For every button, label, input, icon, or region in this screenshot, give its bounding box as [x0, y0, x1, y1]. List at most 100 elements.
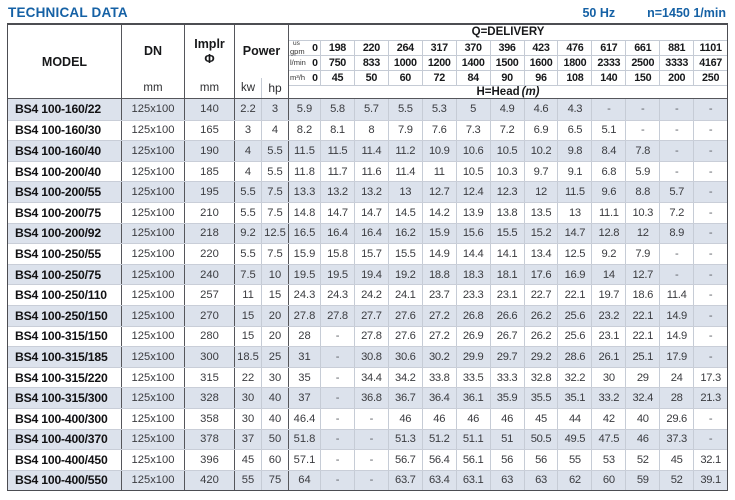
kw-cell: 5.5: [240, 206, 256, 219]
head-value-cell: 27.2: [421, 326, 456, 347]
head-value-cell: 16.9: [557, 264, 591, 285]
head-value-cell: 19.7: [591, 285, 625, 305]
head-value-cell: 5: [455, 99, 490, 120]
head-value-cell: 10.9: [421, 141, 456, 161]
head-value-cell: 11.2: [387, 141, 422, 161]
head-value-cell: -: [659, 141, 693, 161]
head-value-cell: 23.3: [455, 285, 490, 305]
model-cell: BS4 100-315/300: [8, 388, 122, 408]
head-value-cell: 27.2: [421, 305, 456, 326]
head-value-cell: -: [659, 120, 693, 141]
head-value-cell: 7.3: [455, 120, 490, 141]
table-row: BS4 100-200/55 125x100 195 5.5 7.5 13.3 13.2 13…: [8, 181, 727, 202]
head-value-cell: -: [693, 285, 727, 305]
impeller-cell: 300: [185, 347, 235, 367]
model-cell: BS4 100-400/370: [8, 429, 122, 450]
head-value-cell: 33.8: [421, 367, 456, 388]
head-value-cell: 14.2: [421, 202, 456, 223]
head-value-cell: 15.2: [523, 223, 558, 244]
kw-cell: 30: [241, 392, 255, 405]
delivery-flow-value: 84: [455, 71, 490, 85]
head-value-cell: 35.5: [523, 388, 558, 408]
head-value-cell: 56.1: [455, 450, 490, 470]
head-value-cell: -: [693, 244, 727, 264]
head-value-cell: 11.4: [659, 285, 693, 305]
kw-cell: 7.5: [240, 268, 256, 281]
delivery-flow-value: 50: [353, 71, 388, 85]
impeller-label: Implr: [194, 37, 225, 52]
kw-cell: 22: [241, 371, 255, 384]
head-value-cell: 5.1: [591, 120, 625, 141]
head-value-cell: 45: [659, 450, 693, 470]
head-value-cell: 12.4: [455, 182, 490, 202]
delivery-unit-row: us gpm 0 198 220 264 317 370 396 423 476 617 661 881 1…: [289, 40, 727, 56]
head-value-cell: 11.5: [294, 144, 315, 157]
model-cell: BS4 100-250/110: [8, 285, 122, 305]
delivery-flow-value: 72: [421, 71, 456, 85]
impeller-cell: 240: [185, 264, 235, 285]
title-right: 50 Hz n=1450 1/min: [582, 6, 726, 20]
dn-cell: 125x100: [122, 326, 185, 347]
head-value-cell: 26.1: [591, 347, 625, 367]
head-value-cell: 6.8: [591, 161, 625, 182]
head-value-cell: 5.8: [320, 99, 354, 120]
head-value-cell: 7.2: [489, 120, 524, 141]
head-value-cell: 14.7: [353, 202, 388, 223]
head-value-cell: 11.4: [353, 141, 388, 161]
head-value-cell: 10.5: [455, 161, 490, 182]
delivery-unit-row: m³/h 0 45 50 60 72 84 90 96 108 140 150 200 250: [289, 71, 727, 86]
head-value-cell: 60: [591, 470, 625, 491]
head-value-cell: 8.4: [591, 141, 625, 161]
hp-cell: 15: [261, 285, 289, 305]
head-value-cell: 46.4: [293, 412, 316, 425]
dn-cell: 125x100: [122, 244, 185, 264]
kw-cell: 4: [244, 144, 252, 157]
head-value-cell: -: [320, 388, 354, 408]
model-cell: BS4 100-315/150: [8, 326, 122, 347]
dn-cell: 125x100: [122, 347, 185, 367]
column-header-dn: DN mm: [122, 25, 185, 98]
head-value-cell: 55: [557, 450, 591, 470]
kw-cell: 30: [241, 412, 255, 425]
model-cell: BS4 100-200/92: [8, 223, 122, 244]
head-value-cell: -: [693, 223, 727, 244]
table-row: BS4 100-400/450 125x100 396 45 60 57.1- -56.7 5…: [8, 449, 727, 470]
head-value-cell: 18.3: [455, 264, 490, 285]
head-value-cell: 14.8: [293, 206, 316, 219]
head-value-cell: 51.3: [387, 429, 422, 450]
hp-cell: 3: [261, 99, 289, 120]
head-value-cell: 12.7: [625, 264, 659, 285]
head-value-cell: 9.1: [557, 161, 591, 182]
head-value-cell: -: [693, 182, 727, 202]
delivery-flow-value: 750: [320, 56, 354, 70]
head-value-cell: 22.1: [625, 305, 659, 326]
head-value-cell: 33.3: [489, 367, 524, 388]
head-value-cell: 9.7: [523, 161, 558, 182]
head-value-cell: -: [693, 141, 727, 161]
head-value-cell: -: [693, 326, 727, 347]
head-value-cell: 16.2: [387, 223, 422, 244]
head-value-cell: 51.2: [421, 429, 456, 450]
head-value-cell: 7.8: [625, 141, 659, 161]
delivery-flow-value: 2500: [625, 56, 659, 70]
head-value-cell: 21.3: [693, 388, 727, 408]
head-value-cell: 30.2: [421, 347, 456, 367]
impeller-cell: 328: [185, 388, 235, 408]
delivery-flow-value: 1000: [387, 56, 422, 70]
head-value-cell: 29.6: [659, 408, 693, 429]
head-value-cell: 14: [591, 264, 625, 285]
kw-cell: 45: [241, 453, 255, 466]
head-value-cell: 25.6: [557, 305, 591, 326]
head-value-cell: 11.8: [294, 165, 315, 178]
model-cell: BS4 100-200/75: [8, 202, 122, 223]
head-value-cell: 15.9: [421, 223, 456, 244]
head-value-cell: -: [625, 120, 659, 141]
head-value-cell: 62: [557, 470, 591, 491]
delivery-flow-value: 150: [625, 71, 659, 85]
head-value-cell: 13.2: [353, 182, 388, 202]
head-value-cell: -: [320, 450, 354, 470]
head-value-cell: -: [353, 429, 388, 450]
dn-cell: 125x100: [122, 120, 185, 141]
head-value-cell: 13.9: [455, 202, 490, 223]
kw-cell: 55: [241, 474, 255, 487]
